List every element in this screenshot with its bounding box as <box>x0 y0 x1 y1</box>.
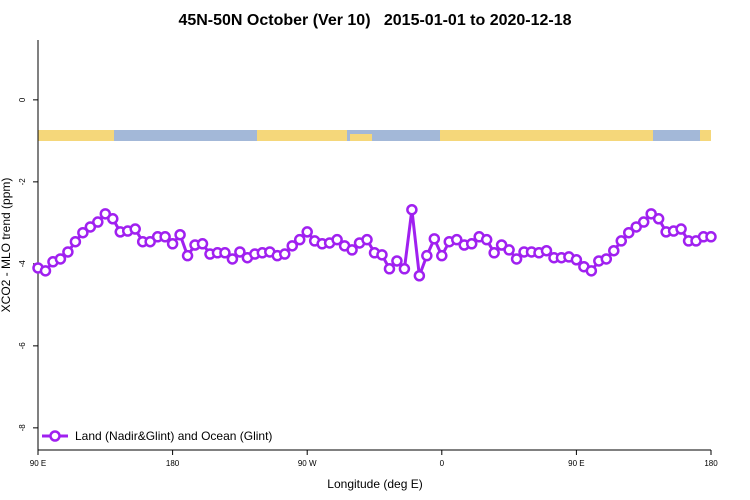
data-point <box>159 231 171 243</box>
data-point <box>406 203 418 216</box>
data-point <box>637 216 650 228</box>
data-point <box>279 248 291 260</box>
legend-label: Land (Nadir&Glint) and Ocean (Glint) <box>75 429 272 443</box>
data-point <box>510 253 523 265</box>
data-point <box>465 238 478 250</box>
y-tick-label: -8 <box>18 424 27 432</box>
data-point <box>84 221 97 233</box>
data-point <box>615 235 628 247</box>
data-point <box>600 253 613 265</box>
data-point <box>428 233 441 245</box>
data-point <box>293 233 306 246</box>
data-point <box>675 223 687 235</box>
data-point <box>107 213 119 225</box>
data-point <box>181 249 194 262</box>
data-point <box>398 263 411 275</box>
land-segment <box>700 130 711 141</box>
land-segment <box>38 130 114 141</box>
data-point <box>608 244 620 257</box>
ocean-strip <box>38 130 711 141</box>
data-point <box>503 244 515 256</box>
data-point <box>585 265 598 277</box>
x-tick-label: 90 E <box>30 459 46 468</box>
data-point <box>361 233 373 246</box>
data-point <box>219 247 231 259</box>
legend: Land (Nadir&Glint) and Ocean (Glint) <box>42 429 272 443</box>
data-point <box>129 223 141 235</box>
data-point <box>346 244 358 256</box>
y-tick-label: -6 <box>18 342 27 350</box>
data-point <box>144 235 156 248</box>
data-point <box>166 238 179 250</box>
legend-marker <box>49 430 61 442</box>
data-point <box>301 226 313 238</box>
data-point <box>630 221 642 233</box>
data-point <box>480 233 493 246</box>
data-point <box>234 246 246 258</box>
land-segment <box>350 134 372 141</box>
x-tick-label: 180 <box>166 459 180 468</box>
data-point <box>99 208 112 220</box>
data-point <box>488 247 500 259</box>
data-point <box>570 254 583 266</box>
data-point <box>286 240 298 252</box>
x-tick-label: 180 <box>704 459 718 468</box>
data-point <box>540 244 553 257</box>
land-segment <box>440 130 653 141</box>
data-point <box>495 239 508 251</box>
data-point <box>92 216 104 228</box>
data-point <box>331 233 343 246</box>
data-point <box>436 249 448 262</box>
data-point <box>391 255 403 267</box>
data-point <box>77 226 89 239</box>
data-point <box>451 233 463 246</box>
data-point <box>376 249 388 261</box>
data-point <box>645 208 657 220</box>
data-point <box>69 235 82 248</box>
x-tick-label: 90 E <box>568 459 584 468</box>
data-point <box>383 263 396 275</box>
data-point <box>705 231 717 243</box>
y-tick-label: 0 <box>18 97 27 102</box>
data-point <box>413 270 426 282</box>
land-segment <box>257 130 347 141</box>
y-tick-label: -4 <box>18 260 27 268</box>
x-tick-label: 90 W <box>298 459 317 468</box>
land-ocean-strip <box>38 130 711 141</box>
data-point <box>174 229 186 241</box>
x-tick-label: 0 <box>440 459 445 468</box>
data-point <box>62 246 74 258</box>
y-tick-label: -2 <box>18 178 27 186</box>
data-point <box>39 265 52 277</box>
chart-title: 45N-50N October (Ver 10) 2015-01-01 to 2… <box>178 12 571 29</box>
data-point <box>54 253 67 265</box>
data-point <box>421 249 433 262</box>
data-point <box>196 238 209 250</box>
data-point <box>226 253 239 265</box>
data-point <box>652 213 665 225</box>
data-point <box>622 226 635 239</box>
x-axis-label: Longitude (deg E) <box>327 477 422 491</box>
y-axis-label: XCO2 - MLO trend (ppm) <box>0 178 13 313</box>
